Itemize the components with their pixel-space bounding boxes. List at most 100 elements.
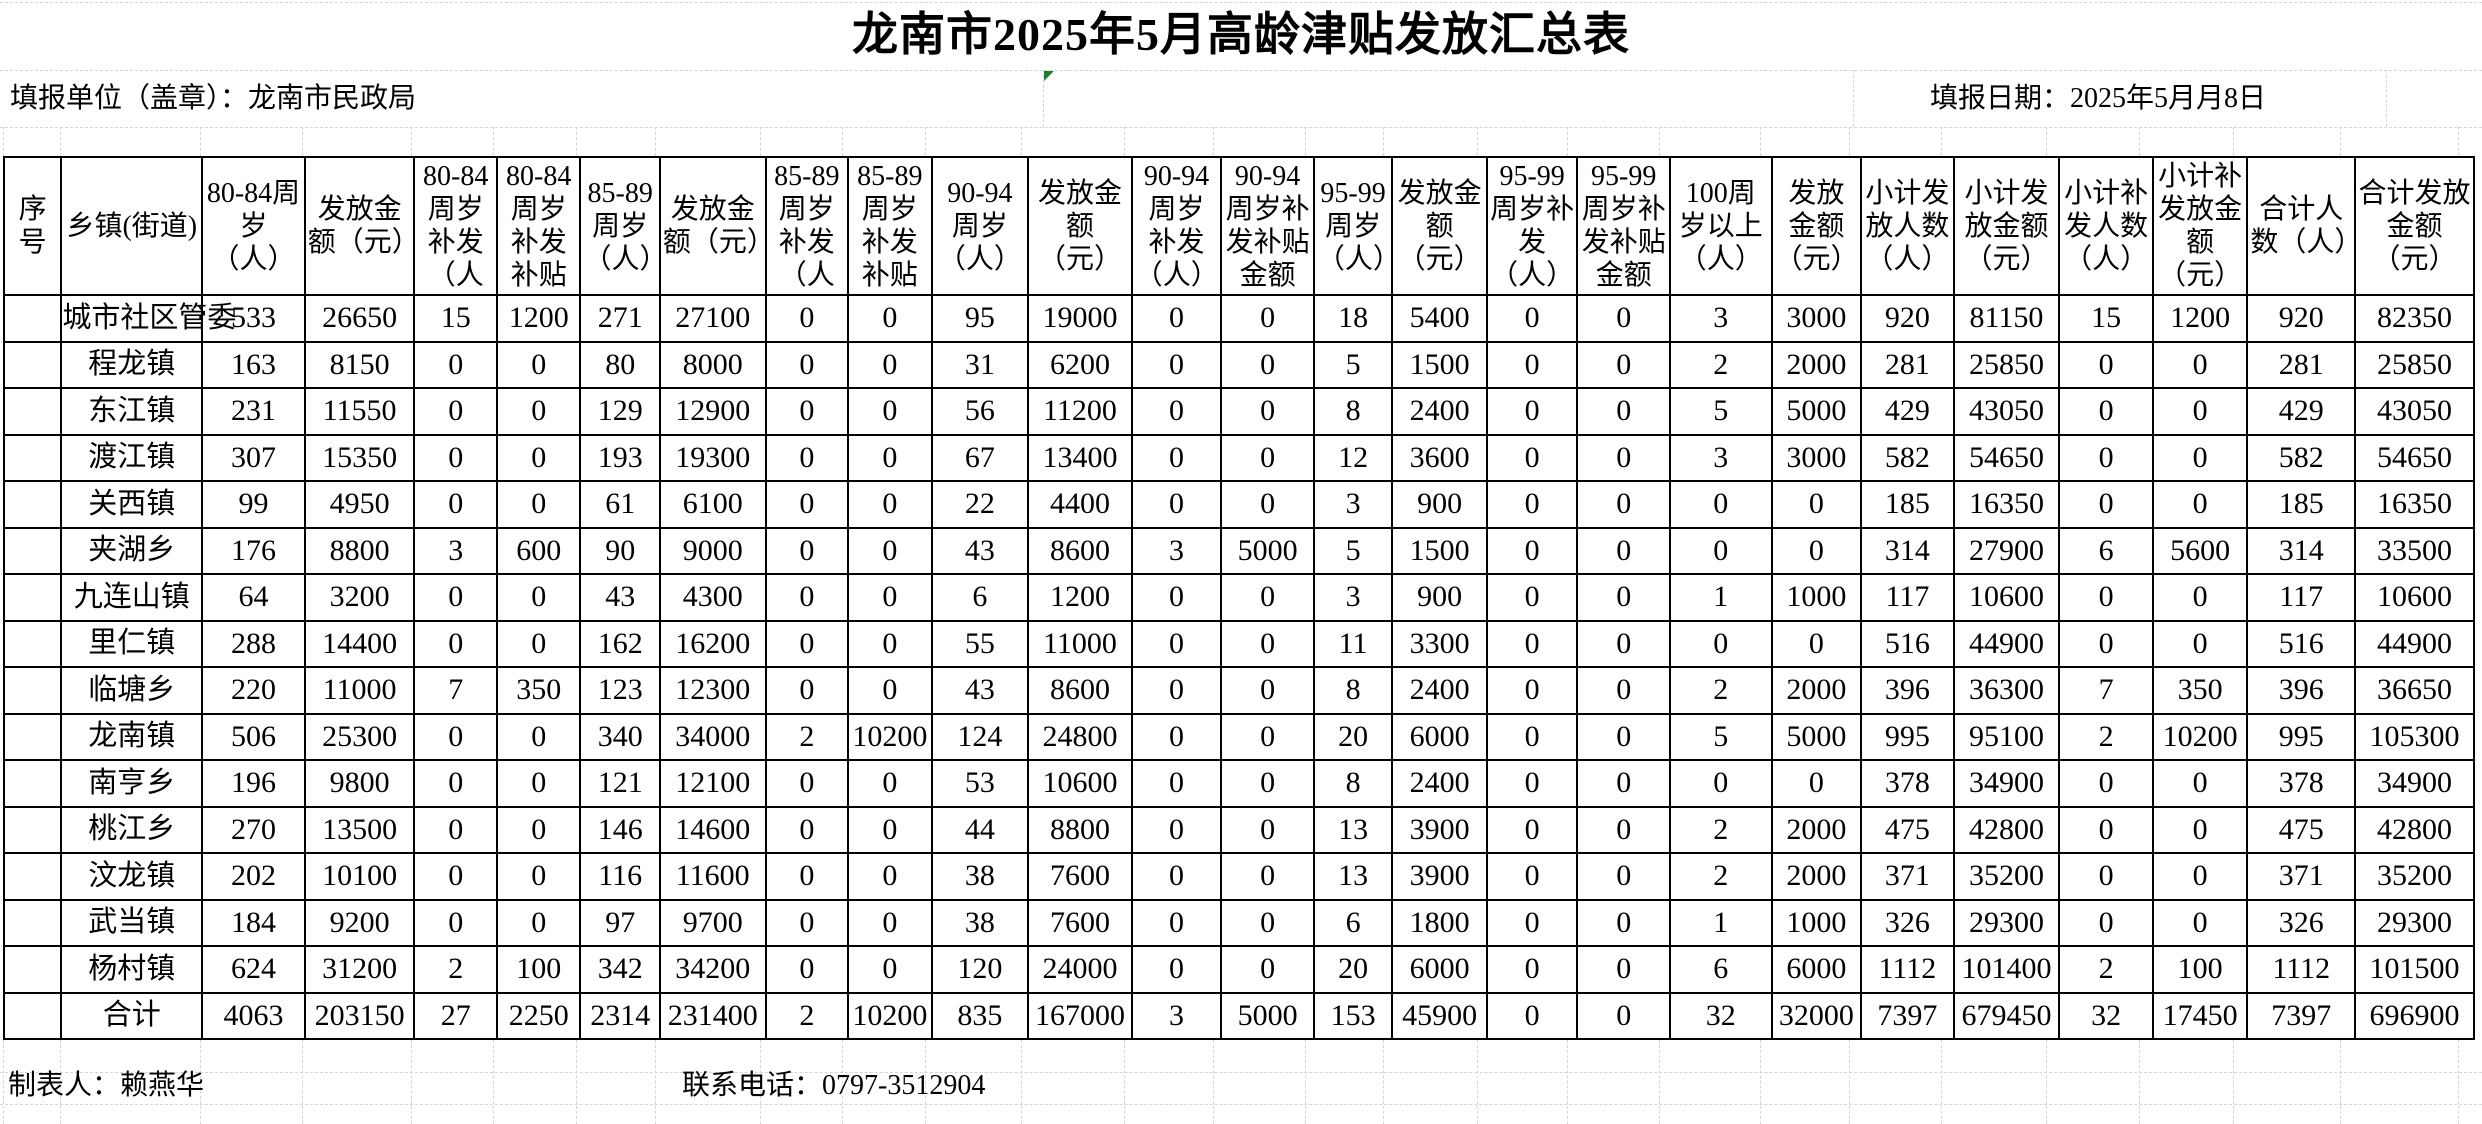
- value-cell[interactable]: 0: [1770, 480, 1863, 529]
- value-cell[interactable]: 55: [930, 619, 1030, 669]
- value-cell[interactable]: 25300: [303, 712, 416, 762]
- value-cell[interactable]: 5: [1668, 387, 1773, 436]
- value-cell[interactable]: 203150: [303, 991, 416, 1041]
- value-cell[interactable]: 67: [930, 433, 1030, 483]
- value-cell[interactable]: 12: [1312, 433, 1394, 483]
- value-cell[interactable]: 11000: [1027, 619, 1133, 669]
- value-cell[interactable]: 0: [1220, 805, 1315, 855]
- value-cell[interactable]: 5000: [1220, 991, 1315, 1041]
- value-cell[interactable]: 0: [764, 433, 850, 483]
- value-cell[interactable]: 8: [1312, 759, 1394, 808]
- value-cell[interactable]: 0: [1668, 526, 1773, 576]
- value-cell[interactable]: 43: [930, 666, 1030, 715]
- value-cell[interactable]: 0: [1485, 991, 1579, 1041]
- value-cell[interactable]: 8800: [303, 526, 416, 576]
- town-name-cell[interactable]: 夹湖乡: [60, 526, 204, 576]
- value-cell[interactable]: 0: [1220, 387, 1315, 436]
- column-header[interactable]: 100周岁以上（人）: [1668, 155, 1773, 297]
- value-cell[interactable]: 10200: [847, 712, 933, 762]
- column-header[interactable]: 发放金额（元）: [1391, 155, 1488, 297]
- value-cell[interactable]: 0: [413, 852, 498, 901]
- value-cell[interactable]: 0: [1220, 340, 1315, 390]
- value-cell[interactable]: 38: [930, 898, 1030, 948]
- value-cell[interactable]: 7: [413, 666, 498, 715]
- value-cell[interactable]: 624: [201, 945, 306, 994]
- value-cell[interactable]: 3200: [303, 573, 416, 622]
- value-cell[interactable]: 0: [1485, 805, 1579, 855]
- value-cell[interactable]: 35200: [2354, 852, 2475, 901]
- value-cell[interactable]: 6000: [1770, 945, 1863, 994]
- value-cell[interactable]: 12900: [658, 387, 767, 436]
- value-cell[interactable]: 13: [1312, 805, 1394, 855]
- value-cell[interactable]: 15350: [303, 433, 416, 483]
- value-cell[interactable]: 124: [930, 712, 1030, 762]
- value-cell[interactable]: 0: [495, 573, 582, 622]
- value-cell[interactable]: 0: [1485, 852, 1579, 901]
- value-cell[interactable]: 0: [1485, 433, 1579, 483]
- seq-cell[interactable]: [2, 991, 63, 1041]
- seq-cell[interactable]: [2, 805, 63, 855]
- value-cell[interactable]: 231400: [658, 991, 767, 1041]
- value-cell[interactable]: 34000: [658, 712, 767, 762]
- seq-cell[interactable]: [2, 526, 63, 576]
- value-cell[interactable]: 1800: [1391, 898, 1488, 948]
- value-cell[interactable]: 995: [1860, 712, 1955, 762]
- value-cell[interactable]: 0: [1130, 433, 1223, 483]
- value-cell[interactable]: 0: [1130, 898, 1223, 948]
- value-cell[interactable]: 0: [2058, 619, 2154, 669]
- value-cell[interactable]: 8000: [658, 340, 767, 390]
- value-cell[interactable]: 27: [413, 991, 498, 1041]
- value-cell[interactable]: 0: [847, 340, 933, 390]
- value-cell[interactable]: 1: [1668, 573, 1773, 622]
- value-cell[interactable]: 105300: [2354, 712, 2475, 762]
- value-cell[interactable]: 0: [1485, 480, 1579, 529]
- value-cell[interactable]: 0: [413, 805, 498, 855]
- value-cell[interactable]: 0: [495, 480, 582, 529]
- value-cell[interactable]: 350: [495, 666, 582, 715]
- value-cell[interactable]: 117: [2246, 573, 2357, 622]
- value-cell[interactable]: 16350: [2354, 480, 2475, 529]
- value-cell[interactable]: 0: [2151, 573, 2249, 622]
- value-cell[interactable]: 2: [413, 945, 498, 994]
- town-name-cell[interactable]: 武当镇: [60, 898, 204, 948]
- town-name-cell[interactable]: 渡江镇: [60, 433, 204, 483]
- town-name-cell[interactable]: 九连山镇: [60, 573, 204, 622]
- value-cell[interactable]: 0: [1770, 759, 1863, 808]
- value-cell[interactable]: 7397: [1860, 991, 1955, 1041]
- value-cell[interactable]: 6: [1312, 898, 1394, 948]
- value-cell[interactable]: 27900: [1952, 526, 2061, 576]
- value-cell[interactable]: 0: [764, 294, 850, 343]
- value-cell[interactable]: 0: [764, 666, 850, 715]
- value-cell[interactable]: 95100: [1952, 712, 2061, 762]
- value-cell[interactable]: 0: [413, 573, 498, 622]
- value-cell[interactable]: 0: [1576, 945, 1671, 994]
- value-cell[interactable]: 0: [2151, 387, 2249, 436]
- value-cell[interactable]: 3900: [1391, 805, 1488, 855]
- value-cell[interactable]: 0: [495, 619, 582, 669]
- value-cell[interactable]: 34900: [2354, 759, 2475, 808]
- value-cell[interactable]: 6000: [1391, 945, 1488, 994]
- value-cell[interactable]: 475: [1860, 805, 1955, 855]
- value-cell[interactable]: 123: [579, 666, 661, 715]
- value-cell[interactable]: 9200: [303, 898, 416, 948]
- value-cell[interactable]: 0: [1576, 805, 1671, 855]
- value-cell[interactable]: 0: [847, 433, 933, 483]
- value-cell[interactable]: 167000: [1027, 991, 1133, 1041]
- value-cell[interactable]: 396: [1860, 666, 1955, 715]
- column-header[interactable]: 95-99周岁（人）: [1312, 155, 1401, 297]
- value-cell[interactable]: 0: [413, 480, 498, 529]
- value-cell[interactable]: 6: [1668, 945, 1773, 994]
- column-header[interactable]: 合计发放金额（元）: [2354, 155, 2475, 297]
- value-cell[interactable]: 340: [579, 712, 661, 762]
- value-cell[interactable]: 231: [201, 387, 306, 436]
- value-cell[interactable]: 1112: [1860, 945, 1955, 994]
- value-cell[interactable]: 0: [1576, 480, 1671, 529]
- value-cell[interactable]: 8: [1312, 387, 1394, 436]
- value-cell[interactable]: 3000: [1770, 294, 1863, 343]
- value-cell[interactable]: 314: [2246, 526, 2357, 576]
- value-cell[interactable]: 5600: [2151, 526, 2249, 576]
- value-cell[interactable]: 19300: [658, 433, 767, 483]
- value-cell[interactable]: 3: [413, 526, 498, 576]
- value-cell[interactable]: 0: [1220, 898, 1315, 948]
- value-cell[interactable]: 0: [1485, 340, 1579, 390]
